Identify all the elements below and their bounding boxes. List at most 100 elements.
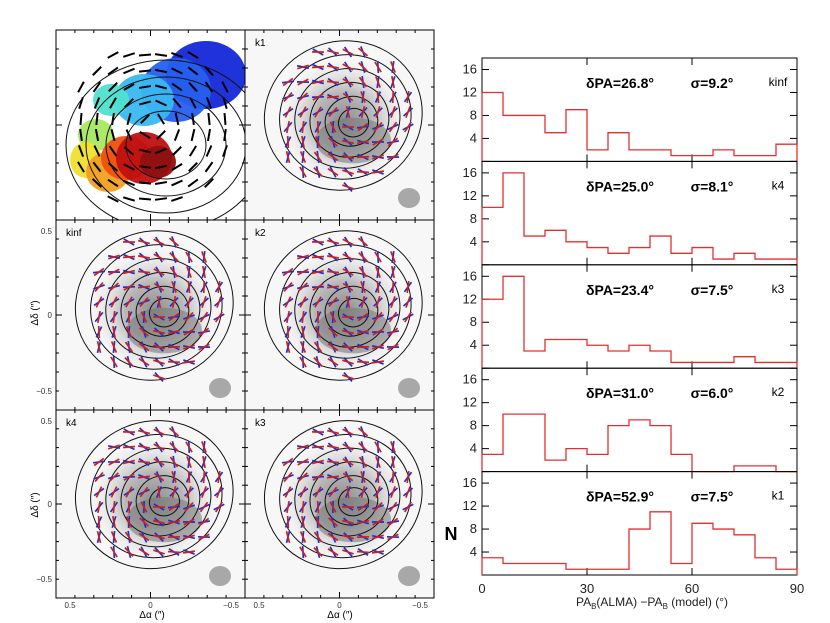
model-vector	[125, 296, 133, 308]
model-vector	[328, 137, 338, 147]
velocity-vector	[188, 145, 198, 157]
xlabel-end: (model) (°)	[668, 595, 728, 609]
velocity-blob	[93, 84, 129, 116]
stat-sigma: σ=8.1°	[691, 178, 734, 194]
model-vector	[342, 154, 354, 160]
stat-sigma: σ=7.5°	[691, 489, 734, 505]
velocity-vector	[95, 112, 99, 126]
histogram-panel-k1: 4 8 12 16 δPA=52.9° σ=7.5° k1	[463, 471, 798, 576]
y-tick-label: 16	[463, 475, 477, 490]
velocity-vector	[92, 66, 102, 76]
velocity-vector	[222, 96, 228, 110]
map-panel-k1: k1	[244, 29, 435, 221]
model-vector	[198, 533, 210, 541]
model-vector	[199, 311, 209, 323]
model-vector	[97, 500, 101, 514]
model-vector	[374, 61, 382, 73]
model-vector	[301, 310, 305, 324]
model-vector	[153, 534, 165, 540]
model-vector	[326, 460, 340, 464]
velocity-vector	[205, 145, 213, 157]
velocity-vector	[92, 161, 102, 173]
model-vector	[93, 457, 105, 467]
intensity-contour	[105, 447, 212, 548]
model-vector	[186, 486, 192, 498]
model-vector	[201, 251, 207, 263]
model-vector	[342, 458, 354, 466]
y-tick-label: 16	[463, 372, 477, 387]
model-vector	[342, 359, 354, 365]
model-vector	[356, 519, 370, 525]
velocity-vector	[173, 129, 181, 141]
model-vector	[96, 530, 102, 544]
map-x-tick-label: 0.5	[64, 601, 76, 610]
intensity-contour	[263, 230, 423, 381]
model-vector	[183, 518, 195, 526]
intensity-contour	[294, 447, 401, 548]
map-panel-k4: k4	[55, 409, 246, 599]
model-vector	[342, 238, 354, 246]
model-vector	[152, 329, 166, 335]
model-vector	[153, 549, 165, 555]
y-tick-label: 12	[463, 291, 477, 306]
map-panel-k3: k3	[244, 409, 435, 599]
model-vector	[186, 456, 192, 468]
model-vector	[110, 531, 118, 543]
model-vector	[342, 428, 354, 436]
model-vector	[168, 502, 180, 512]
model-vector	[390, 61, 396, 73]
model-vector	[108, 254, 120, 260]
model-vector	[299, 106, 307, 118]
model-vector	[311, 269, 325, 275]
model-vector	[153, 458, 165, 466]
intensity-contour	[74, 420, 234, 570]
model-vector	[376, 280, 380, 294]
model-vector	[127, 500, 131, 514]
intensity-contour	[120, 461, 201, 537]
y-tick-label: 4	[470, 544, 477, 559]
model-vector	[357, 312, 369, 322]
model-vector	[297, 268, 309, 276]
model-vector	[215, 311, 223, 323]
model-vector	[326, 285, 340, 289]
model-vector	[387, 517, 399, 527]
model-vector	[108, 458, 120, 466]
model-vector	[299, 341, 307, 353]
model-vector	[356, 360, 370, 364]
model-vector	[371, 170, 385, 174]
model-vector	[360, 485, 366, 499]
velocity-vector	[191, 112, 195, 126]
model-vector	[93, 267, 105, 277]
model-vector	[184, 311, 194, 323]
model-vector	[387, 137, 399, 147]
velocity-contour	[125, 110, 207, 180]
model-vector	[184, 502, 194, 512]
model-vector	[314, 486, 322, 498]
model-vector	[139, 296, 149, 308]
model-vector	[375, 296, 381, 308]
model-vector	[110, 341, 118, 353]
model-vector	[341, 329, 355, 335]
model-vector	[297, 254, 309, 260]
model-vector	[187, 280, 191, 294]
velocity-vector	[174, 112, 180, 126]
y-tick-label: 4	[470, 441, 477, 456]
velocity-vector	[172, 97, 182, 109]
model-label: kinf	[769, 75, 788, 89]
model-vector	[199, 501, 209, 513]
model-vector	[297, 78, 309, 86]
model-vector	[391, 90, 395, 104]
model-vector	[372, 518, 384, 526]
map-y-tick-label: 0	[48, 500, 53, 509]
model-vector	[357, 502, 369, 512]
model-vector	[110, 296, 118, 308]
model-vector	[360, 105, 366, 119]
model-vector	[358, 442, 368, 452]
model-vector	[138, 548, 150, 556]
model-vector	[313, 531, 323, 543]
model-vector	[346, 485, 350, 499]
model-vector	[168, 312, 180, 322]
model-vector	[376, 470, 380, 484]
y-tick-label: 12	[463, 395, 477, 410]
model-vector	[282, 77, 294, 87]
